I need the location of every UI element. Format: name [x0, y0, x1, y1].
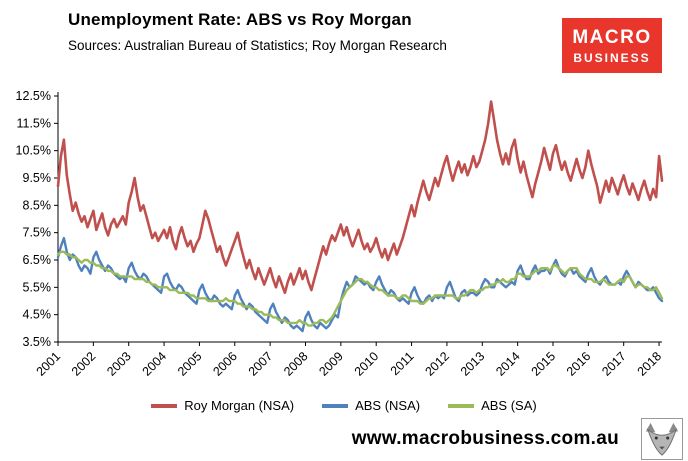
svg-text:10.5%: 10.5% — [16, 144, 51, 158]
legend-label: Roy Morgan (NSA) — [184, 398, 295, 413]
wolf-icon — [645, 422, 679, 456]
svg-text:2012: 2012 — [422, 349, 452, 379]
svg-text:2006: 2006 — [210, 349, 240, 379]
svg-text:2001: 2001 — [34, 349, 64, 379]
svg-text:2003: 2003 — [104, 349, 134, 379]
svg-text:2002: 2002 — [69, 349, 99, 379]
svg-text:2005: 2005 — [175, 349, 205, 379]
chart-sources: Sources: Australian Bureau of Statistics… — [68, 38, 447, 53]
legend-item-abs-sa: ABS (SA) — [448, 398, 537, 413]
abs-nsa-line-swatch — [322, 403, 349, 408]
logo-line-macro: MACRO — [572, 27, 652, 48]
header: Unemployment Rate: ABS vs Roy Morgan Sou… — [0, 10, 688, 82]
svg-text:7.5%: 7.5% — [23, 226, 52, 240]
svg-text:2008: 2008 — [281, 349, 311, 379]
svg-text:2014: 2014 — [493, 349, 523, 379]
macrobusiness-logo: MACRO BUSINESS — [562, 18, 662, 73]
chart-area: 3.5% 4.5% 5.5% 6.5% 7.5% 8.5% 9.5% 10.5% 11.5% 12… — [0, 82, 688, 394]
svg-text:2009: 2009 — [316, 349, 346, 379]
footer: www.macrobusiness.com.au — [0, 417, 688, 461]
page-title: Unemployment Rate: ABS vs Roy Morgan — [68, 10, 412, 29]
chart-canvas: 3.5% 4.5% 5.5% 6.5% 7.5% 8.5% 9.5% 10.5% 11.5% 12… — [16, 89, 665, 379]
svg-text:4.5%: 4.5% — [23, 308, 52, 322]
svg-text:11.5%: 11.5% — [16, 116, 51, 130]
wolf-logo-box — [641, 418, 683, 460]
svg-text:2007: 2007 — [246, 349, 276, 379]
svg-text:5.5%: 5.5% — [23, 280, 52, 294]
legend-label: ABS (SA) — [481, 398, 537, 413]
site-url: www.macrobusiness.com.au — [351, 428, 619, 449]
logo-line-business: BUSINESS — [573, 51, 651, 65]
chart-legend: Roy Morgan (NSA) ABS (NSA) ABS (SA) — [0, 394, 688, 417]
svg-text:9.5%: 9.5% — [23, 171, 52, 185]
svg-text:6.5%: 6.5% — [23, 253, 52, 267]
legend-label: ABS (NSA) — [355, 398, 421, 413]
svg-text:2016: 2016 — [564, 349, 594, 379]
svg-text:2004: 2004 — [140, 349, 170, 379]
legend-item-abs-nsa: ABS (NSA) — [322, 398, 420, 413]
svg-text:2010: 2010 — [352, 349, 382, 379]
svg-text:2011: 2011 — [388, 349, 417, 378]
roy-morgan-line-swatch — [151, 403, 178, 408]
svg-text:2017: 2017 — [599, 349, 629, 379]
svg-text:3.5%: 3.5% — [23, 335, 52, 349]
legend-item-roy-morgan-nsa: Roy Morgan (NSA) — [151, 398, 294, 413]
svg-text:8.5%: 8.5% — [23, 198, 52, 212]
svg-text:12.5%: 12.5% — [16, 89, 51, 103]
svg-text:2015: 2015 — [529, 349, 559, 379]
svg-text:2013: 2013 — [458, 349, 488, 379]
svg-text:2018: 2018 — [635, 349, 665, 379]
abs-sa-line-swatch — [448, 403, 475, 408]
